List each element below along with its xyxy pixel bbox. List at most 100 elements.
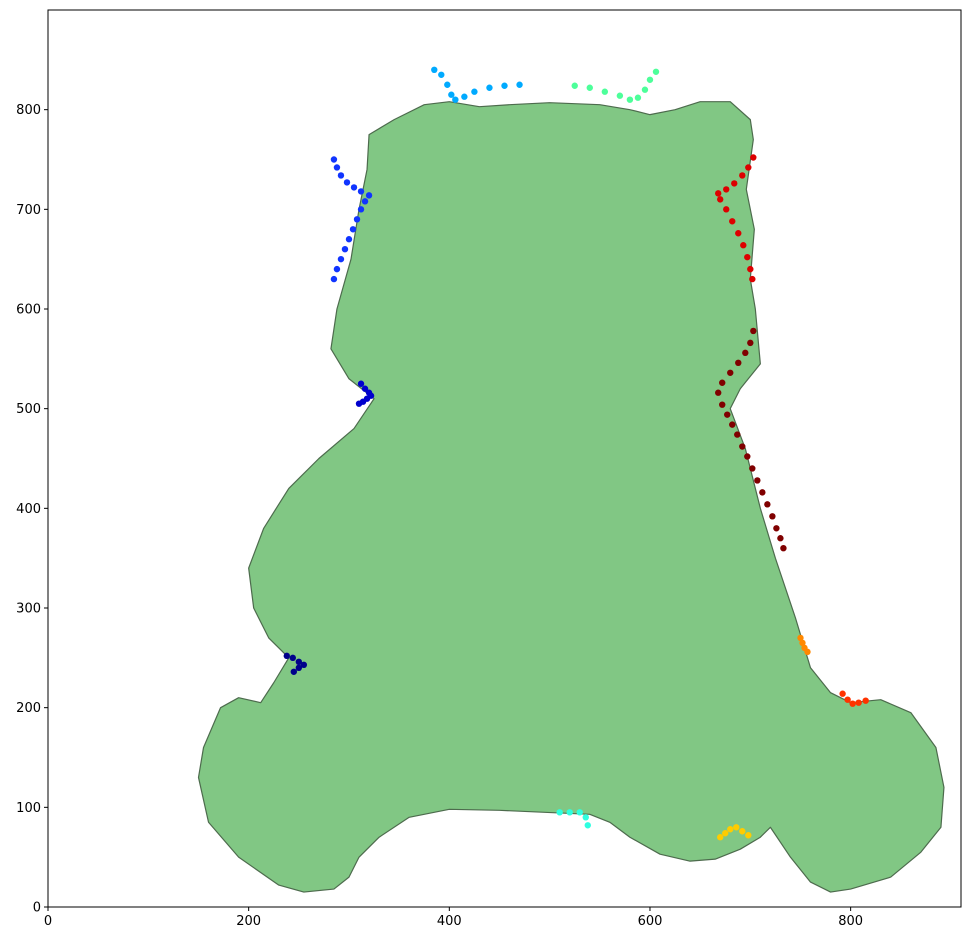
scatter-point [341, 246, 349, 253]
scatter-point [349, 226, 357, 233]
scatter-point [855, 699, 862, 706]
scatter-point [719, 401, 726, 408]
scatter-point [799, 639, 806, 647]
scatter-point [744, 453, 751, 460]
scatter-point [471, 88, 478, 95]
scatter-point [350, 184, 358, 191]
x-tick-label: 800 [838, 914, 863, 929]
scatter-point [438, 71, 445, 78]
filled-region [197, 101, 945, 893]
scatter-point [337, 172, 345, 179]
x-tick-label: 400 [437, 914, 462, 929]
scatter-point [601, 88, 609, 95]
scatter-series-5 [571, 68, 660, 103]
scatter-point [357, 206, 365, 213]
scatter-point [797, 634, 804, 642]
scatter-point [444, 81, 451, 88]
scatter-point [431, 66, 438, 74]
scatter-series-0 [283, 652, 308, 675]
x-tick-label: 600 [638, 914, 663, 929]
scatter-point [780, 545, 787, 552]
scatter-point [715, 389, 722, 396]
scatter-series-3 [431, 66, 523, 103]
scatter-point [719, 379, 726, 386]
scatter-point [723, 186, 730, 193]
scatter-point [448, 91, 455, 98]
scatter-point [584, 822, 591, 829]
scatter-point [727, 369, 734, 376]
scatter-point [361, 385, 369, 392]
axes-frame [47, 9, 962, 908]
scatter-point [353, 216, 361, 223]
scatter-point [735, 230, 742, 237]
scatter-point [283, 652, 290, 660]
scatter-point [616, 92, 624, 99]
y-tick-label: 700 [16, 203, 41, 218]
scatter-point [759, 489, 766, 496]
y-tick-label: 800 [16, 103, 41, 118]
scatter-point [764, 501, 771, 508]
scatter-point [729, 218, 736, 225]
scatter-point [361, 198, 369, 205]
scatter-point [295, 664, 303, 671]
scatter-point [844, 696, 851, 703]
scatter-point [849, 700, 856, 707]
scatter-point [626, 96, 634, 103]
scatter-point [717, 196, 724, 203]
scatter-point [295, 658, 303, 666]
scatter-point [652, 68, 660, 75]
scatter-point [734, 431, 741, 438]
scatter-point [862, 697, 869, 704]
scatter-point [355, 400, 363, 407]
scatter-series-6 [717, 824, 752, 841]
scatter-point [733, 824, 740, 831]
scatter-point [839, 690, 846, 697]
scatter-point [556, 809, 563, 816]
scatter-point [586, 84, 593, 91]
scatter-point [516, 81, 523, 88]
scatter-series-1 [355, 380, 375, 407]
scatter-point [634, 94, 642, 101]
scatter-point [722, 830, 729, 837]
scatter-point [333, 164, 341, 171]
scatter-point [750, 154, 757, 161]
scatter-point [289, 654, 297, 662]
scatter-point [330, 156, 338, 163]
scatter-point [337, 255, 345, 263]
scatter-series-8 [839, 690, 869, 707]
scatter-point [576, 809, 583, 816]
scatter-point [750, 327, 757, 335]
scatter-point [749, 275, 756, 283]
scatter-point [769, 513, 776, 520]
scatter-point [745, 164, 752, 171]
scatter-point [739, 172, 746, 179]
scatter-point [727, 826, 734, 833]
scatter-point [343, 179, 351, 186]
y-tick-label: 0 [33, 901, 41, 916]
scatter-point [745, 832, 752, 839]
scatter-point [571, 82, 578, 89]
scatter-point [742, 349, 749, 357]
scatter-point [717, 834, 724, 841]
y-axis: 0 100 200 300 400 500 600 700 800 [16, 103, 48, 916]
scatter-point [747, 265, 754, 273]
scatter-point [365, 192, 373, 199]
scatter-point [461, 93, 468, 100]
scatter-point [357, 188, 365, 195]
scatter-point [641, 86, 649, 93]
scatter-point [804, 648, 811, 656]
scatter-point [724, 411, 731, 418]
x-tick-label: 0 [44, 914, 52, 929]
y-tick-label: 200 [16, 701, 41, 716]
scatter-point [773, 525, 780, 532]
scatter-point [729, 421, 736, 428]
plot-area [197, 66, 945, 893]
scatter-point [731, 180, 738, 187]
y-tick-label: 400 [16, 502, 41, 517]
scatter-point [735, 359, 742, 367]
scatter-point [501, 82, 508, 89]
x-tick-label: 200 [236, 914, 261, 929]
scatter-series-9 [715, 154, 757, 283]
y-tick-label: 600 [16, 303, 41, 318]
